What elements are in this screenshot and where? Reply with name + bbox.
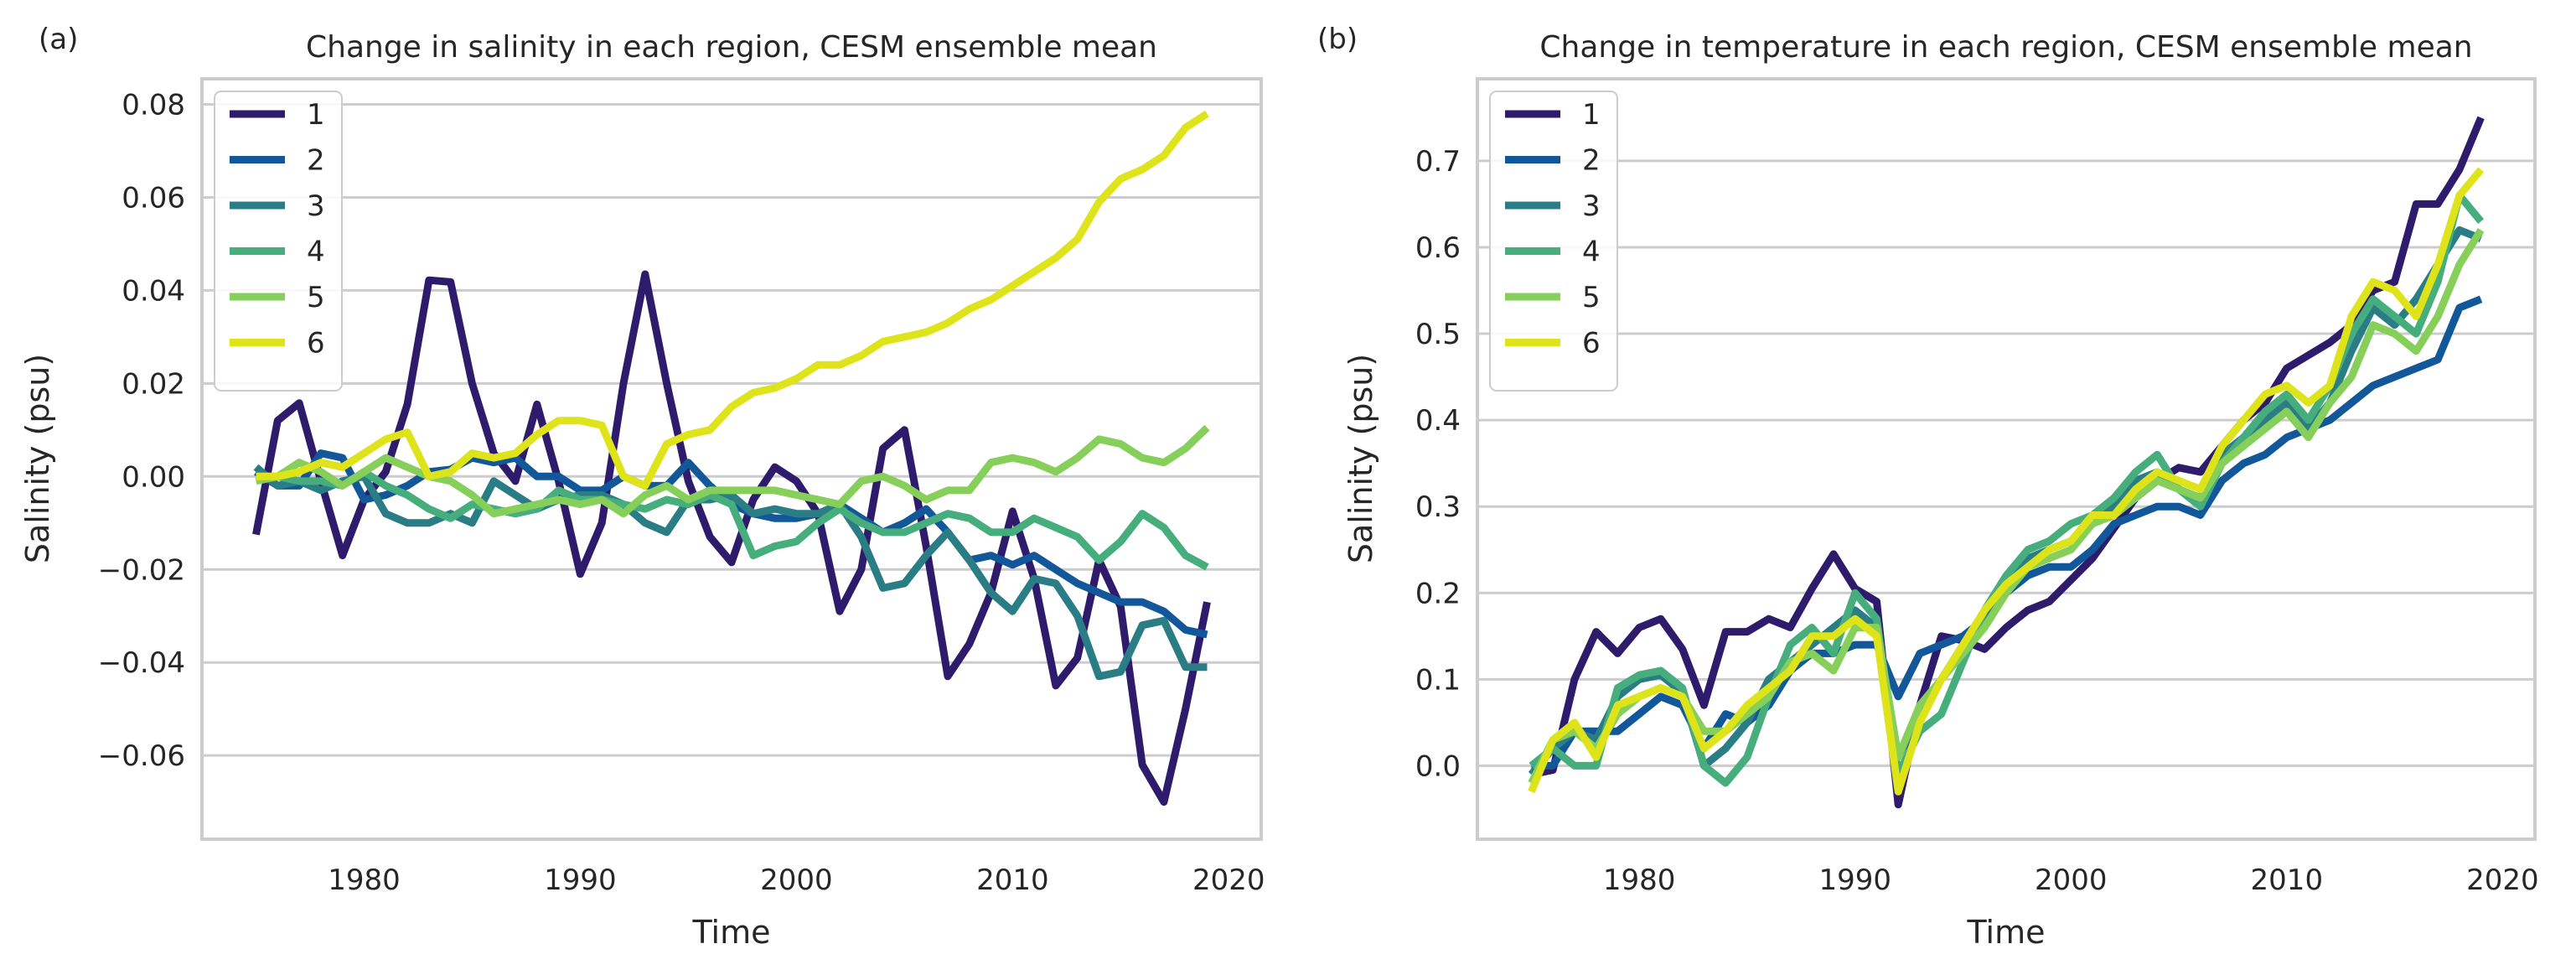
x-tick-label: 2000 (2035, 863, 2108, 897)
series-line-1 (252, 270, 1211, 806)
legend-label: 5 (1582, 281, 1601, 314)
legend-label: 6 (307, 327, 325, 360)
salinity-chart: Change in salinity in each region, CESM … (19, 30, 1265, 951)
x-tick-label: 1980 (1603, 863, 1676, 897)
series-line-2 (254, 449, 1208, 639)
y-tick-labels: 0.0 0.1 0.2 0.3 0.4 0.5 0.6 0.7 (1415, 145, 1461, 783)
legend-label: 1 (307, 98, 325, 132)
y-tick-label: 0.3 (1415, 490, 1461, 524)
series-lines (1528, 116, 2485, 809)
legend-label: 3 (307, 189, 325, 223)
series-line-4 (256, 468, 1209, 571)
y-axis-label: Salinity (psu) (19, 354, 56, 563)
y-tick-label: −0.02 (98, 553, 185, 587)
x-tick-label: 1990 (1818, 863, 1891, 897)
legend-label: 2 (307, 144, 325, 178)
y-tick-label: 0.04 (122, 274, 185, 308)
legend-label: 3 (1582, 189, 1601, 223)
panel-label-b: (b) (1317, 23, 1358, 56)
x-axis-label: Time (692, 914, 771, 951)
series-lines (252, 110, 1211, 806)
x-tick-label: 2010 (2251, 863, 2324, 897)
x-tick-label: 2020 (2466, 863, 2539, 897)
series-line-6 (1528, 167, 2485, 796)
y-tick-label: 0.5 (1415, 318, 1461, 351)
x-tick-label: 2020 (1192, 863, 1265, 897)
y-tick-label: 0.6 (1415, 231, 1461, 265)
panel-label-a: (a) (39, 23, 78, 56)
x-tick-label: 2010 (976, 863, 1049, 897)
chart-title: Change in temperature in each region, CE… (1539, 30, 2472, 65)
y-tick-label: −0.04 (98, 646, 185, 680)
y-tick-label: 0.02 (122, 367, 185, 401)
x-tick-label: 1980 (328, 863, 401, 897)
legend-label: 6 (1582, 327, 1601, 360)
x-tick-labels: 1980 1990 2000 2010 2020 (328, 863, 1265, 897)
plot-frame (1476, 77, 2537, 841)
series-line-1 (1530, 116, 2485, 809)
x-tick-label: 1990 (544, 863, 617, 897)
plot-frame (200, 77, 1263, 841)
y-tick-labels: −0.06 −0.04 −0.02 0.00 0.02 0.04 0.06 0.08 (98, 89, 185, 774)
legend-label: 5 (307, 281, 325, 314)
legend-label: 1 (1582, 98, 1601, 132)
series-line-5 (255, 424, 1210, 518)
y-tick-label: 0.4 (1415, 404, 1461, 438)
legend-label: 4 (307, 236, 325, 269)
y-tick-label: 0.7 (1415, 145, 1461, 179)
legend: 1 2 3 4 5 6 (1489, 91, 1618, 392)
series-line-6 (256, 110, 1209, 490)
legend-box (214, 91, 343, 392)
y-tick-label: 0.08 (122, 89, 185, 122)
x-tick-label: 2000 (760, 863, 833, 897)
chart-title: Change in salinity in each region, CESM … (306, 30, 1157, 65)
temperature-chart: Change in temperature in each region, CE… (1342, 30, 2539, 951)
y-tick-label: 0.2 (1415, 577, 1461, 610)
series-line-3 (253, 464, 1208, 681)
y-tick-label: 0.06 (122, 181, 185, 215)
x-axis-label: Time (1967, 914, 2046, 951)
y-tick-label: 0.0 (1415, 749, 1461, 783)
legend-box (1489, 91, 1618, 392)
legend-label: 2 (1582, 144, 1601, 178)
x-tick-labels: 1980 1990 2000 2010 2020 (1603, 863, 2539, 897)
legend: 1 2 3 4 5 6 (214, 91, 343, 392)
y-tick-label: 0.1 (1415, 663, 1461, 697)
legend-label: 4 (1582, 236, 1601, 269)
y-tick-label: −0.06 (98, 739, 185, 773)
y-axis-label: Salinity (psu) (1342, 354, 1379, 563)
y-tick-label: 0.00 (122, 460, 185, 494)
